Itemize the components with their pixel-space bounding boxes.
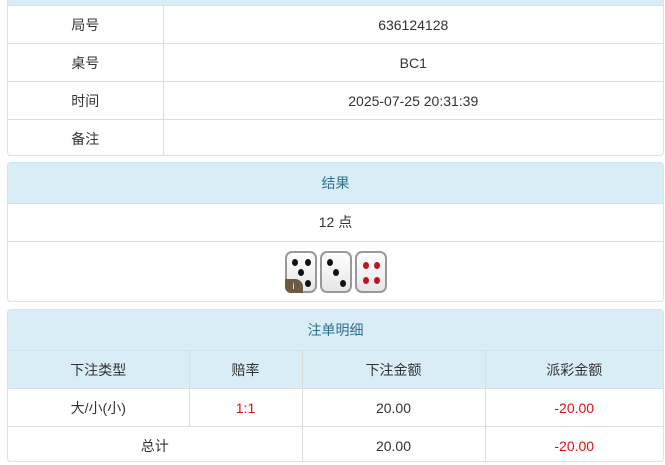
info-table: 局号 636124128 桌号 BC1 时间 2025-07-25 20:31:39 … — [8, 6, 663, 155]
table-id-value: BC1 — [162, 43, 663, 82]
header-bet-type: 下注类型 — [8, 351, 190, 389]
label: 时间 — [8, 81, 164, 120]
table-row: 大/小(小) 1:1 20.00 -20.00 — [8, 388, 663, 427]
bet-type: 大/小(小) — [8, 388, 190, 427]
bet-details-panel: 注单明细 下注类型 赔率 下注金额 派彩金额 大/小(小) 1:1 20.00 … — [7, 309, 664, 462]
label: 备注 — [8, 119, 164, 155]
die-five-icon: i — [284, 251, 317, 293]
payout: -20.00 — [484, 388, 663, 427]
result-title: 结果 — [8, 163, 663, 204]
total-row: 总计 20.00 -20.00 — [8, 426, 663, 461]
total-label: 总计 — [8, 426, 303, 461]
info-badge-icon[interactable]: i — [284, 279, 303, 293]
label: 局号 — [8, 6, 164, 44]
remark-value — [162, 119, 663, 155]
bet-details-title: 注单明细 — [8, 310, 663, 351]
time-value: 2025-07-25 20:31:39 — [162, 81, 663, 120]
row-remark: 备注 — [8, 119, 663, 155]
info-panel: 局号 636124128 桌号 BC1 时间 2025-07-25 20:31:39 … — [7, 0, 664, 156]
result-points: 12 点 — [8, 204, 663, 242]
odds: 1:1 — [188, 388, 303, 427]
row-round-id: 局号 636124128 — [8, 6, 663, 44]
row-time: 时间 2025-07-25 20:31:39 — [8, 81, 663, 120]
die-three-icon — [319, 251, 352, 293]
total-amount: 20.00 — [301, 426, 486, 461]
bet-table: 下注类型 赔率 下注金额 派彩金额 大/小(小) 1:1 20.00 -20.0… — [8, 351, 663, 461]
die-four-icon — [354, 251, 387, 293]
header-odds: 赔率 — [188, 351, 303, 389]
label: 桌号 — [8, 43, 164, 82]
bet-amount: 20.00 — [301, 388, 486, 427]
header-bet-amount: 下注金额 — [301, 351, 486, 389]
total-payout: -20.00 — [484, 426, 663, 461]
bet-table-header: 下注类型 赔率 下注金额 派彩金额 — [8, 351, 663, 389]
round-id-value: 636124128 — [162, 6, 663, 44]
row-table-id: 桌号 BC1 — [8, 43, 663, 82]
dice-row: i — [8, 242, 663, 301]
result-panel: 结果 12 点 i — [7, 162, 664, 302]
header-payout: 派彩金额 — [484, 351, 663, 389]
